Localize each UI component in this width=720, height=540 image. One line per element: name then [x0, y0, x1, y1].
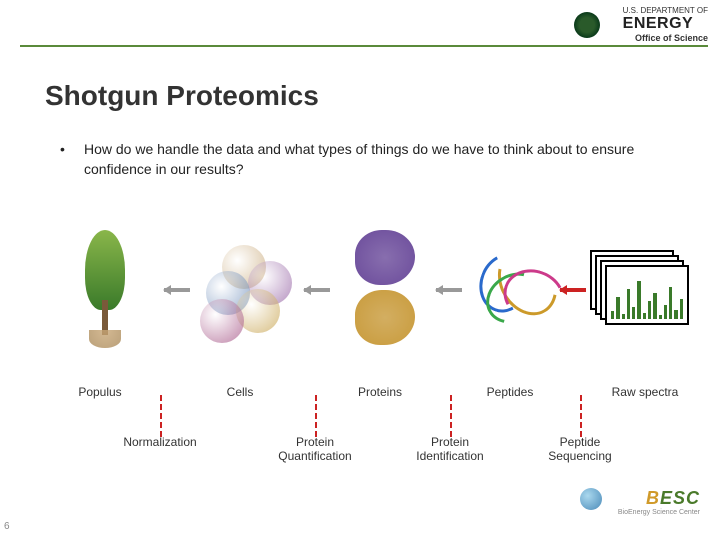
proteins-icon — [345, 230, 425, 350]
stage-label-cells: Cells — [180, 385, 300, 399]
bullet-mark: • — [60, 140, 84, 179]
footer-logo: BESC BioEnergy Science Center — [560, 488, 700, 530]
globe-icon — [580, 488, 602, 510]
energy-label: ENERGY — [623, 15, 708, 33]
besc-sub: BioEnergy Science Center — [560, 509, 700, 516]
dept-label: U.S. DEPARTMENT OF — [623, 6, 708, 15]
stage-labels: PopulusCellsProteinsPeptidesRaw spectra — [30, 385, 690, 405]
office-label: Office of Science — [623, 33, 708, 43]
stage-label-proteins: Proteins — [320, 385, 440, 399]
page-number: 6 — [4, 521, 10, 532]
stage-cells — [190, 220, 300, 360]
arrow-icon — [430, 285, 462, 295]
stage-label-peptides: Peptides — [450, 385, 570, 399]
stage-proteins — [330, 220, 440, 360]
arrow-icon — [298, 285, 330, 295]
stage-label-spectra: Raw spectra — [585, 385, 705, 399]
arrow-icon — [158, 285, 190, 295]
header: U.S. DEPARTMENT OF ENERGY Office of Scie… — [623, 6, 708, 43]
divider — [315, 395, 317, 437]
doe-seal-icon — [574, 12, 600, 38]
peptides-icon — [470, 245, 560, 335]
spectra-icon — [590, 250, 690, 330]
page-title: Shotgun Proteomics — [45, 80, 319, 112]
tree-icon — [75, 230, 135, 350]
process-labels: Normalization ProteinQuantification Protei… — [30, 435, 690, 475]
stage-populus — [50, 220, 160, 360]
divider — [450, 395, 452, 437]
process-label-normalization: Normalization — [100, 435, 220, 449]
stage-spectra — [580, 220, 700, 360]
divider — [580, 395, 582, 437]
divider — [160, 395, 162, 437]
cells-icon — [200, 245, 290, 335]
body-text: • How do we handle the data and what typ… — [60, 140, 670, 179]
workflow-diagram — [30, 220, 690, 400]
stage-label-populus: Populus — [40, 385, 160, 399]
header-divider — [20, 45, 708, 47]
process-label-protein_ident: ProteinIdentification — [390, 435, 510, 464]
process-label-protein_quant: ProteinQuantification — [255, 435, 375, 464]
bullet-body: How do we handle the data and what types… — [84, 140, 670, 179]
process-label-peptide_seq: PeptideSequencing — [520, 435, 640, 464]
